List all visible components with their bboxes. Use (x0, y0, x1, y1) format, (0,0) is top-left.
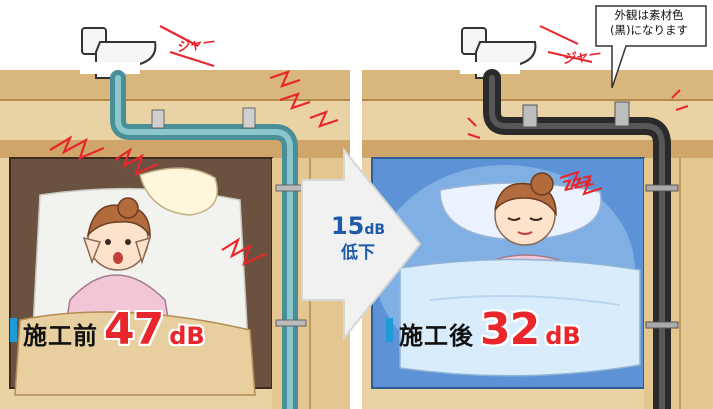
drain-pipe-after (483, 69, 671, 409)
toilet-before-icon (80, 27, 157, 79)
before-level-value: 47 (104, 304, 164, 355)
after-panel (362, 0, 713, 409)
reduction-text: 低下 (341, 243, 375, 263)
after-level-value: 32 (480, 304, 540, 355)
after-level-unit: dB (545, 322, 581, 350)
reduction-arrow (301, 147, 422, 341)
after-label-marker (386, 317, 393, 342)
before-label: 施工前 47 dB (10, 304, 205, 355)
before-label-marker (10, 317, 17, 342)
callout-line-2: (黒)になります (610, 23, 688, 37)
drain-pipe-before (110, 70, 298, 409)
reduction-value: 15 (330, 212, 365, 240)
before-title: 施工前 (23, 322, 98, 350)
reduction-label: 15dB 低下 (318, 212, 398, 263)
after-label: 施工後 32 dB (386, 304, 581, 355)
toilet-after-icon (460, 27, 537, 79)
before-panel (0, 0, 350, 409)
before-level-unit: dB (169, 322, 205, 350)
callout-line-1: 外観は素材色 (614, 8, 684, 22)
reduction-unit: dB (364, 222, 386, 238)
after-title: 施工後 (399, 322, 474, 350)
material-color-callout: 外観は素材色 (黒)になります (593, 8, 705, 48)
callout-bubble (595, 5, 707, 89)
